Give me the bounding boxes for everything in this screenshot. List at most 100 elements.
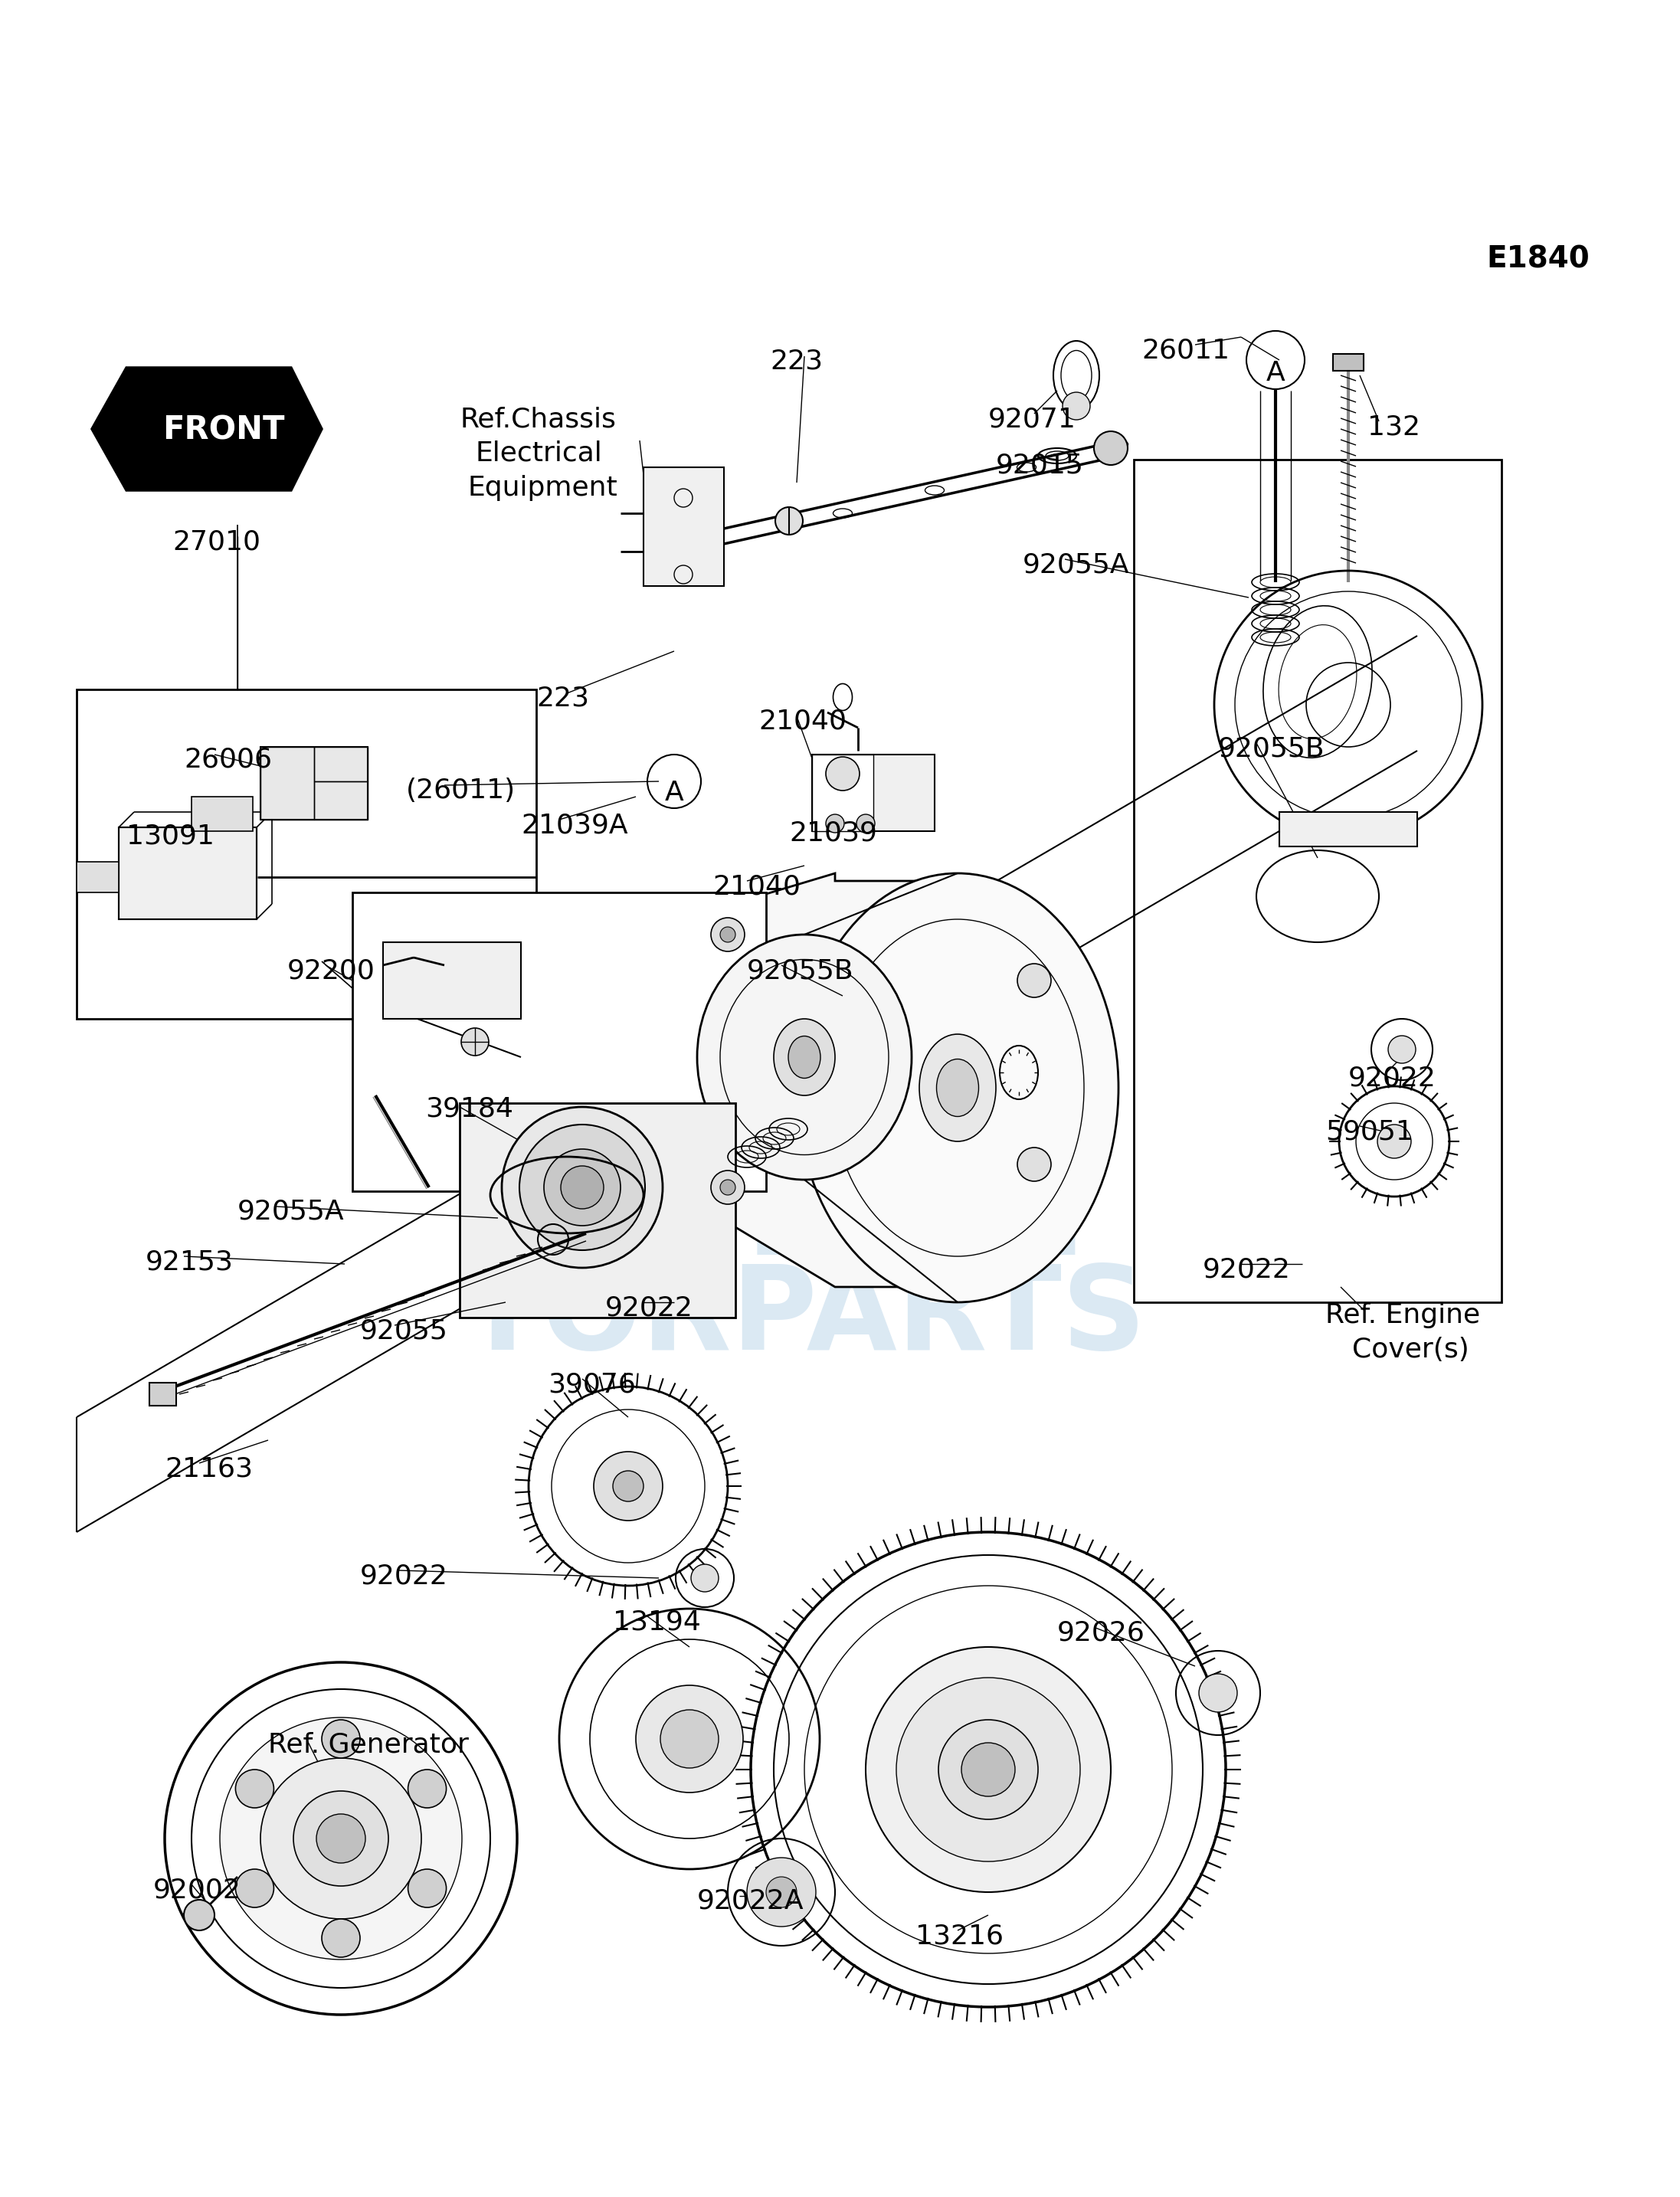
Text: 223: 223: [769, 349, 823, 376]
Circle shape: [613, 1470, 643, 1501]
Text: 92022: 92022: [1203, 1257, 1290, 1283]
Text: Ref. Engine: Ref. Engine: [1326, 1303, 1480, 1329]
Bar: [643, 468, 724, 587]
Ellipse shape: [919, 1035, 996, 1142]
Text: TORPARTS: TORPARTS: [462, 1261, 1146, 1375]
Text: 92055B: 92055B: [748, 958, 853, 984]
Text: 92055A: 92055A: [237, 1200, 344, 1226]
Circle shape: [1018, 964, 1052, 997]
Ellipse shape: [796, 872, 1119, 1303]
Circle shape: [897, 1679, 1080, 1861]
Circle shape: [827, 815, 845, 833]
Circle shape: [408, 1870, 447, 1907]
Polygon shape: [682, 872, 1072, 1287]
Bar: [192, 798, 252, 830]
Circle shape: [294, 1791, 388, 1885]
Text: 13216: 13216: [916, 1922, 1003, 1949]
Bar: [353, 892, 766, 1191]
Circle shape: [544, 1149, 620, 1226]
Text: A: A: [1267, 360, 1285, 387]
Bar: [1332, 354, 1364, 371]
Bar: [460, 1103, 736, 1318]
Circle shape: [502, 1107, 662, 1268]
Bar: [1280, 813, 1418, 846]
Circle shape: [462, 1028, 489, 1055]
Text: A: A: [665, 780, 684, 806]
Text: Cover(s): Cover(s): [1352, 1336, 1468, 1362]
Text: 92015: 92015: [996, 453, 1084, 479]
Text: 21039: 21039: [790, 819, 877, 846]
Circle shape: [961, 1742, 1015, 1797]
Bar: [314, 782, 368, 819]
Circle shape: [323, 1720, 360, 1758]
Text: 26006: 26006: [183, 747, 272, 773]
Circle shape: [1018, 1147, 1052, 1182]
Circle shape: [721, 1180, 736, 1195]
Circle shape: [857, 815, 875, 833]
Bar: [811, 754, 874, 830]
Polygon shape: [92, 367, 323, 490]
Text: Ref. Generator: Ref. Generator: [269, 1731, 469, 1758]
Bar: [119, 828, 257, 918]
Circle shape: [1062, 393, 1090, 420]
Text: Electrical: Electrical: [475, 439, 601, 466]
Circle shape: [323, 1918, 360, 1958]
Circle shape: [865, 1648, 1110, 1892]
Text: 92022: 92022: [605, 1294, 694, 1320]
Text: 92071: 92071: [988, 406, 1077, 433]
Text: 13091: 13091: [126, 824, 215, 850]
Text: FRONT: FRONT: [163, 415, 286, 446]
Circle shape: [774, 508, 803, 534]
Text: 39184: 39184: [425, 1096, 514, 1120]
Circle shape: [235, 1870, 274, 1907]
Text: E1840: E1840: [1487, 246, 1589, 275]
Text: 39076: 39076: [548, 1371, 635, 1397]
Circle shape: [748, 1859, 816, 1927]
Text: 92022: 92022: [1349, 1066, 1436, 1092]
Text: (26011): (26011): [407, 778, 516, 804]
Text: 26011: 26011: [1141, 336, 1230, 363]
Circle shape: [1200, 1674, 1236, 1711]
Circle shape: [316, 1815, 366, 1863]
Bar: [260, 747, 368, 819]
Circle shape: [1378, 1125, 1411, 1158]
Circle shape: [235, 1769, 274, 1808]
Text: 223: 223: [536, 685, 590, 712]
Circle shape: [260, 1758, 422, 1918]
Circle shape: [827, 756, 860, 791]
Circle shape: [408, 1769, 447, 1808]
Ellipse shape: [788, 1037, 820, 1079]
Circle shape: [593, 1452, 662, 1520]
Text: 92002: 92002: [153, 1876, 242, 1903]
Ellipse shape: [697, 934, 912, 1180]
Text: 92022: 92022: [360, 1562, 449, 1588]
Text: 21039A: 21039A: [521, 813, 628, 837]
Circle shape: [635, 1685, 743, 1793]
Bar: [77, 690, 536, 1019]
Circle shape: [1094, 431, 1127, 466]
Circle shape: [220, 1718, 462, 1960]
Circle shape: [711, 1171, 744, 1204]
Text: 13194: 13194: [613, 1608, 701, 1635]
Circle shape: [721, 927, 736, 943]
Bar: [77, 861, 119, 892]
Bar: [383, 943, 521, 1019]
Ellipse shape: [774, 1019, 835, 1096]
Circle shape: [711, 918, 744, 951]
Bar: [1134, 459, 1502, 1303]
Circle shape: [1388, 1035, 1416, 1063]
Circle shape: [766, 1876, 796, 1907]
Circle shape: [561, 1167, 603, 1208]
Text: 132: 132: [1368, 413, 1420, 439]
Text: 92022A: 92022A: [697, 1887, 805, 1914]
Text: Ref.Chassis: Ref.Chassis: [460, 406, 617, 433]
Text: 21040: 21040: [712, 872, 801, 899]
Circle shape: [939, 1720, 1038, 1819]
Text: Equipment: Equipment: [467, 475, 617, 501]
Bar: [811, 754, 934, 830]
Text: 21040: 21040: [758, 710, 847, 734]
Bar: [260, 747, 314, 819]
Bar: [314, 747, 368, 782]
Text: 59051: 59051: [1326, 1118, 1413, 1145]
Text: 92153: 92153: [146, 1248, 234, 1274]
